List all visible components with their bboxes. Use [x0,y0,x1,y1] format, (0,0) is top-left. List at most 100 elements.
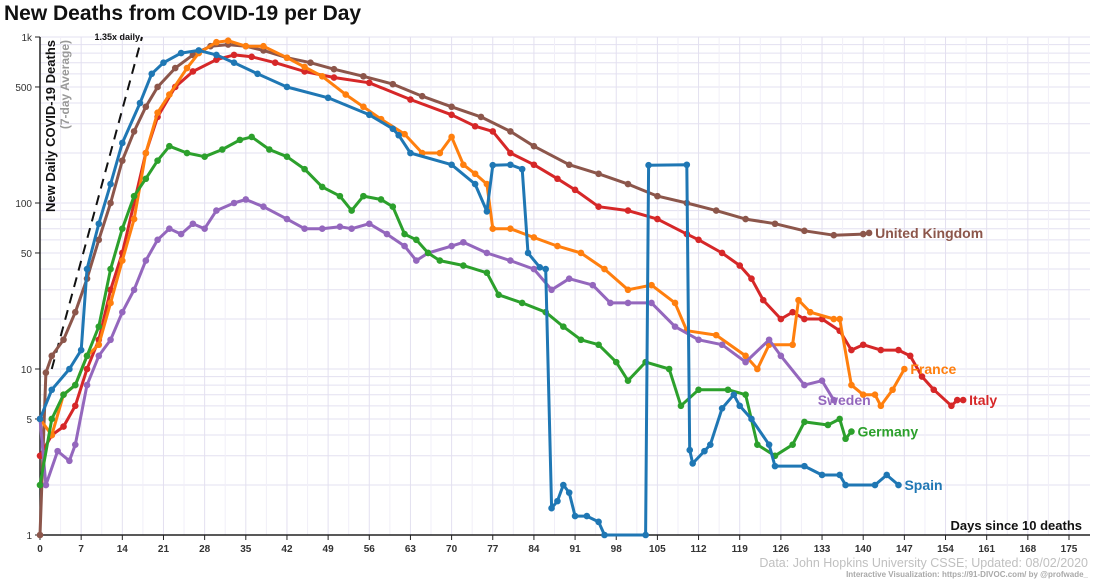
data-point [648,299,655,307]
data-point [818,377,826,385]
data-point [671,323,679,330]
data-point [342,91,350,98]
data-point [330,65,338,73]
data-point [877,402,885,410]
data-point [848,346,855,354]
data-point [389,203,397,210]
data-point [448,161,455,169]
data-point [107,180,114,188]
data-point [565,161,573,169]
data-point [901,365,908,373]
data-point [77,346,85,354]
data-point [895,481,902,489]
data-point [60,391,67,399]
data-point [565,275,573,282]
data-point [36,481,44,489]
data-point [836,471,843,479]
data-point [83,365,91,373]
data-point [119,225,126,233]
data-point [336,192,344,200]
data-point [177,49,185,57]
x-tick-label: 84 [528,544,540,555]
data-point [836,315,843,323]
data-point [712,331,720,339]
data-point [383,230,391,238]
series-line-germany [38,135,853,486]
data-point [624,377,632,385]
data-point [107,199,114,207]
data-point [589,281,597,289]
data-point [577,249,585,257]
data-point [154,236,161,244]
data-point [189,68,197,75]
data-point [889,386,896,394]
data-point [166,225,173,233]
data-point [959,396,967,404]
data-point [595,203,602,210]
data-point [83,265,91,273]
data-point [283,215,291,223]
data-point [718,341,726,349]
data-point [895,346,902,354]
data-point [213,207,220,214]
data-point [789,308,796,316]
data-point [771,462,779,470]
data-point [301,165,308,173]
data-point [119,257,126,264]
x-tick-label: 105 [649,544,666,555]
data-point [83,381,91,389]
y-tick-label: 5 [26,415,32,426]
credit-link[interactable]: Interactive Visualization: https://91-DI… [846,570,1088,579]
data-point [730,391,738,399]
data-point [507,128,514,135]
data-point [736,402,744,410]
data-point [119,139,126,147]
data-point [859,341,867,349]
data-point [66,457,73,465]
data-point [583,512,591,520]
data-point [42,369,50,376]
data-point [736,262,744,269]
data-point [548,504,555,512]
x-tick-label: 35 [240,544,252,555]
data-point [689,460,696,467]
y-tick-label: 10 [21,365,33,376]
x-axis-label: Days since 10 deaths [950,518,1082,533]
data-point [524,249,532,257]
data-point [318,183,326,191]
data-point [560,323,567,330]
data-point [848,428,855,435]
data-point [777,352,785,360]
x-tick-label: 63 [405,544,417,555]
data-point [71,381,79,389]
data-point [818,471,826,479]
series-line-sweden [38,198,836,487]
x-tick-label: 77 [487,544,499,555]
y-tick-label: 100 [15,199,32,210]
data-point [48,352,56,360]
data-point [395,131,402,139]
data-point [695,336,702,344]
data-point [801,227,808,235]
x-tick-label: 175 [1061,544,1078,555]
data-point [195,47,203,54]
data-point [389,80,397,88]
data-point [48,415,56,423]
data-point [448,242,455,250]
data-point [471,180,479,188]
x-tick-label: 126 [773,544,790,555]
data-point [830,396,838,404]
data-point [360,103,367,111]
x-tick-label: 56 [364,544,376,555]
data-point [718,249,726,257]
data-point [142,175,150,183]
x-tick-label: 28 [199,544,211,555]
data-point [765,441,773,448]
data-point [654,192,661,200]
x-tick-label: 0 [37,544,43,555]
data-point [418,92,426,100]
data-point [130,192,138,200]
data-point [318,72,326,80]
x-tick-label: 49 [323,544,335,555]
